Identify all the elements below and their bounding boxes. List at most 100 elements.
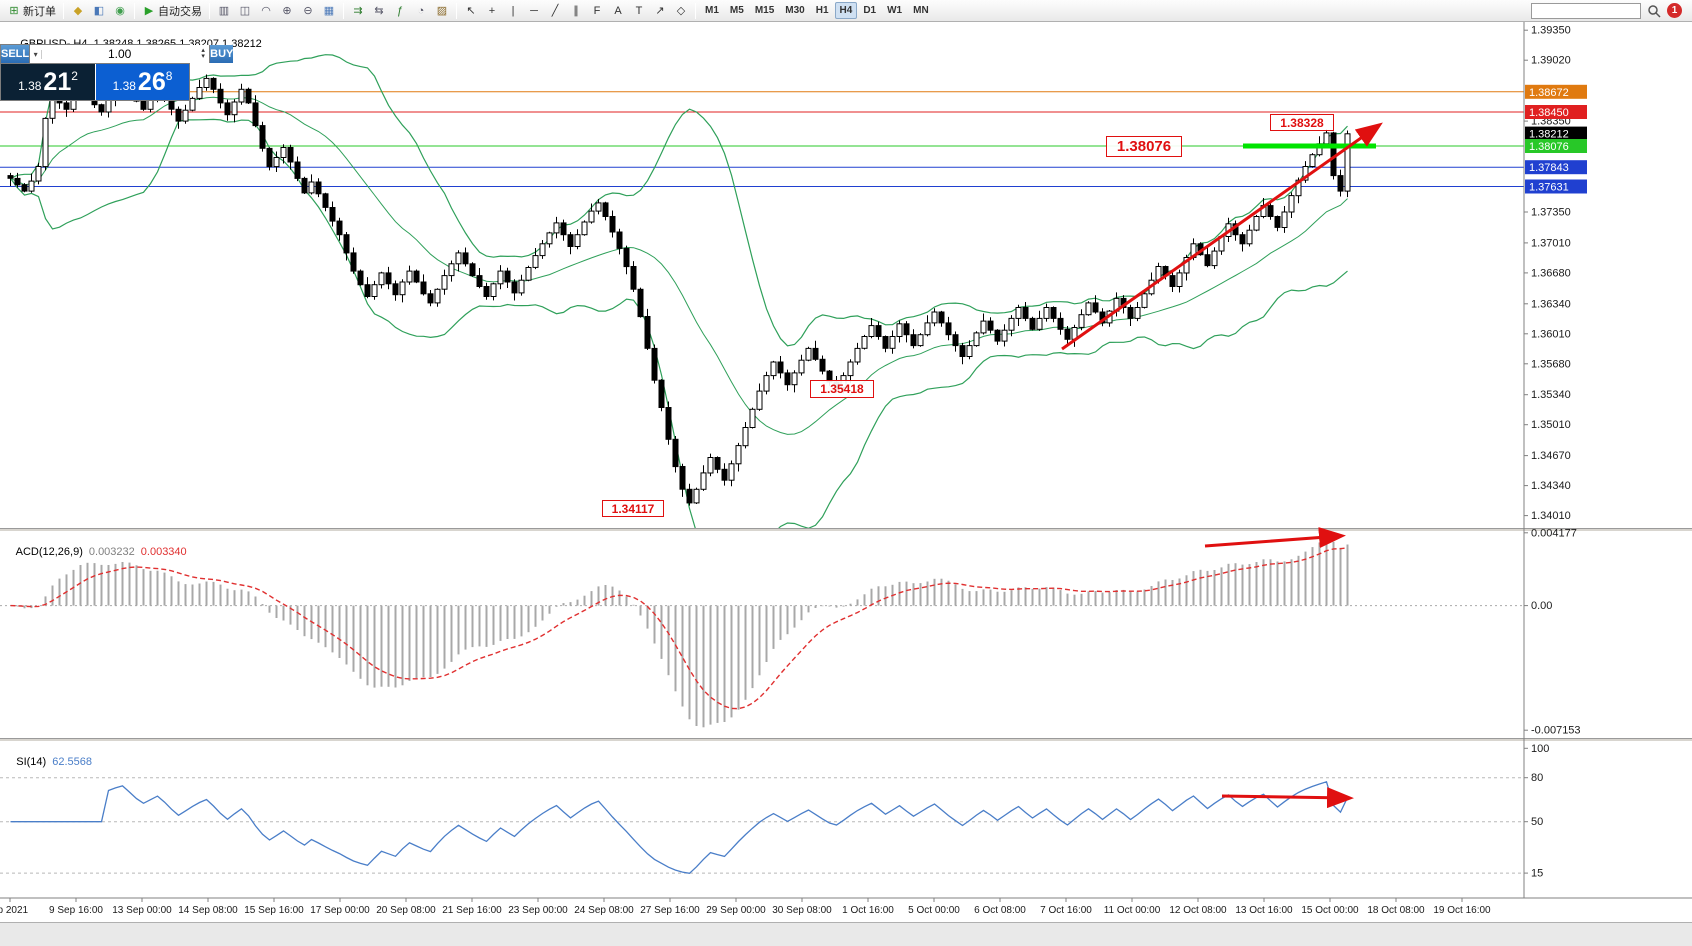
price-axis-label: 1.38672 [1529, 87, 1569, 99]
candlestick-chart-icon: ◫ [239, 4, 251, 17]
rsi-axis-tick: 50 [1531, 816, 1543, 828]
templates-button[interactable]: ▨ [432, 2, 452, 20]
channel-button[interactable]: ∥ [566, 2, 586, 20]
timeframe-mn-button[interactable]: MN [913, 5, 929, 16]
time-axis-label: 7 Oct 16:00 [1040, 905, 1092, 916]
volume-input: ▾ ▴▾ [29, 45, 211, 63]
new-order-icon: ⊞ [9, 4, 19, 17]
time-axis-label: 14 Sep 08:00 [178, 905, 238, 916]
trend-arrow[interactable] [1204, 527, 1346, 549]
price-axis-label-box [1525, 84, 1587, 99]
price-axis-label-box [1525, 160, 1587, 175]
bar-chart-button[interactable]: ▥ [214, 2, 234, 20]
crosshair-button[interactable]: + [482, 2, 502, 20]
price-axis-tick: 1.35010 [1531, 419, 1571, 431]
auto-trading-button[interactable]: ▶ 自动交易 [139, 2, 205, 20]
price-callout[interactable]: 1.38328 [1270, 114, 1334, 131]
price-axis[interactable]: 1.393501.390201.383501.373501.370101.366… [1523, 22, 1587, 898]
price-callout[interactable]: 1.34117 [602, 500, 664, 517]
horizontal-line-button[interactable]: ─ [524, 2, 544, 20]
bid-price[interactable]: 1.38 21 2 [1, 64, 95, 100]
new-order-button[interactable]: ⊞ 新订单 [4, 2, 59, 20]
timeframe-m5-button[interactable]: M5 [729, 5, 744, 16]
auto-trading-icon: ▶ [144, 4, 154, 17]
fibonacci-button[interactable]: F [587, 2, 607, 20]
toolbar: ⊞ 新订单 ◆ ◧ ◉ ▶ 自动交易 ▥ ◫ ◠ ⊕ ⊖ ▦ ⇉ ⇆ ƒ ◔ ▨ ↖ + | ─ ╱ ∥ F A T ↗ ◇ M1 M5 M1… [0, 0, 1692, 22]
indicators-icon: ƒ [396, 4, 404, 17]
toolbar-separator [343, 2, 344, 19]
label-button[interactable]: T [629, 2, 649, 20]
candlestick-chart-button[interactable]: ◫ [235, 2, 255, 20]
ask-price[interactable]: 1.38 26 8 [95, 64, 189, 100]
time-axis-label: 18 Oct 08:00 [1367, 905, 1425, 916]
ask-prefix: 1.38 [112, 79, 136, 93]
buy-button[interactable]: BUY [210, 45, 234, 63]
price-callout[interactable]: 1.38076 [1106, 136, 1182, 157]
market-watch-button[interactable]: ◧ [89, 2, 109, 20]
notification-badge[interactable]: 1 [1667, 3, 1682, 18]
sell-button[interactable]: SELL [1, 45, 30, 63]
chart-shift-button[interactable]: ⇆ [369, 2, 389, 20]
vertical-line-button[interactable]: | [503, 2, 523, 20]
trendline-button[interactable]: ╱ [545, 2, 565, 20]
indicators-button[interactable]: ƒ [390, 2, 410, 20]
rsi-axis-tick: 15 [1531, 868, 1543, 880]
zoom-out-button[interactable]: ⊖ [298, 2, 318, 20]
time-axis-label: 15 Oct 00:00 [1301, 905, 1359, 916]
volume-field[interactable] [42, 47, 198, 61]
time-axis-label: 24 Sep 08:00 [574, 905, 634, 916]
timeframe-h4-button[interactable]: H4 [834, 2, 858, 19]
time-axis-label: 1 Oct 16:00 [842, 905, 894, 916]
metaeditor-icon: ◆ [73, 4, 83, 17]
timeframe-m15-button[interactable]: M15 [754, 5, 775, 16]
price-axis-tick: 1.39350 [1531, 25, 1571, 37]
text-button[interactable]: A [608, 2, 628, 20]
tile-windows-button[interactable]: ▦ [319, 2, 339, 20]
shapes-button[interactable]: ◇ [671, 2, 691, 20]
zoom-out-icon: ⊖ [303, 4, 313, 17]
time-axis-label: 11 Oct 00:00 [1104, 905, 1161, 916]
line-chart-button[interactable]: ◠ [256, 2, 276, 20]
panel-separators[interactable] [0, 528, 1692, 741]
time-axis-label: 30 Sep 08:00 [772, 905, 832, 916]
periods-button[interactable]: ◔ [411, 2, 431, 20]
price-axis-tick: 1.36340 [1531, 298, 1571, 310]
timeframe-w1-button[interactable]: W1 [887, 5, 903, 16]
news-button[interactable]: ◉ [110, 2, 130, 20]
timeframe-m30-button[interactable]: M30 [785, 5, 805, 16]
volume-spinner[interactable]: ▴ ▾ [201, 47, 205, 60]
time-axis-label: 15 Sep 16:00 [244, 905, 304, 916]
cursor-button[interactable]: ↖ [461, 2, 481, 20]
macd-signal-value: 0.003340 [140, 546, 187, 558]
timeframe-m1-button[interactable]: M1 [705, 5, 719, 16]
timeframe-d1-button[interactable]: D1 [863, 5, 877, 16]
time-axis-label: 20 Sep 08:00 [376, 905, 436, 916]
trend-arrow[interactable] [1061, 122, 1383, 351]
search-icon[interactable] [1647, 4, 1661, 18]
panel-separator[interactable] [0, 528, 1692, 531]
zoom-in-button[interactable]: ⊕ [277, 2, 297, 20]
shapes-icon: ◇ [676, 4, 686, 17]
price-callout[interactable]: 1.35418 [810, 380, 874, 398]
label-icon: T [635, 4, 643, 17]
macd-panel [0, 538, 1524, 728]
auto-scroll-button[interactable]: ⇉ [348, 2, 368, 20]
chart-annotations[interactable] [1061, 122, 1383, 809]
time-axis-label: 13 Oct 16:00 [1235, 905, 1293, 916]
market-watch-icon: ◧ [93, 4, 105, 17]
toolbar-right-group: 1 [1531, 2, 1688, 19]
price-axis-tick: 1.37350 [1531, 207, 1571, 219]
metaeditor-button[interactable]: ◆ [68, 2, 88, 20]
time-axis-label: 23 Sep 00:00 [508, 905, 568, 916]
arrow-object-icon: ↗ [655, 4, 665, 17]
timeframe-h1-button[interactable]: H1 [815, 5, 829, 16]
arrow-object-button[interactable]: ↗ [650, 2, 670, 20]
time-axis[interactable]: ep 2021 9 Sep 16:00 13 Sep 00:00 14 Sep 08:… [0, 897, 1692, 916]
time-axis-label: 17 Sep 00:00 [310, 905, 370, 916]
trend-arrow[interactable] [1221, 787, 1354, 809]
toolbar-separator [134, 2, 135, 19]
volume-dropdown-icon[interactable]: ▾ [30, 49, 43, 59]
panel-separator[interactable] [0, 738, 1692, 741]
search-input[interactable] [1531, 2, 1641, 19]
